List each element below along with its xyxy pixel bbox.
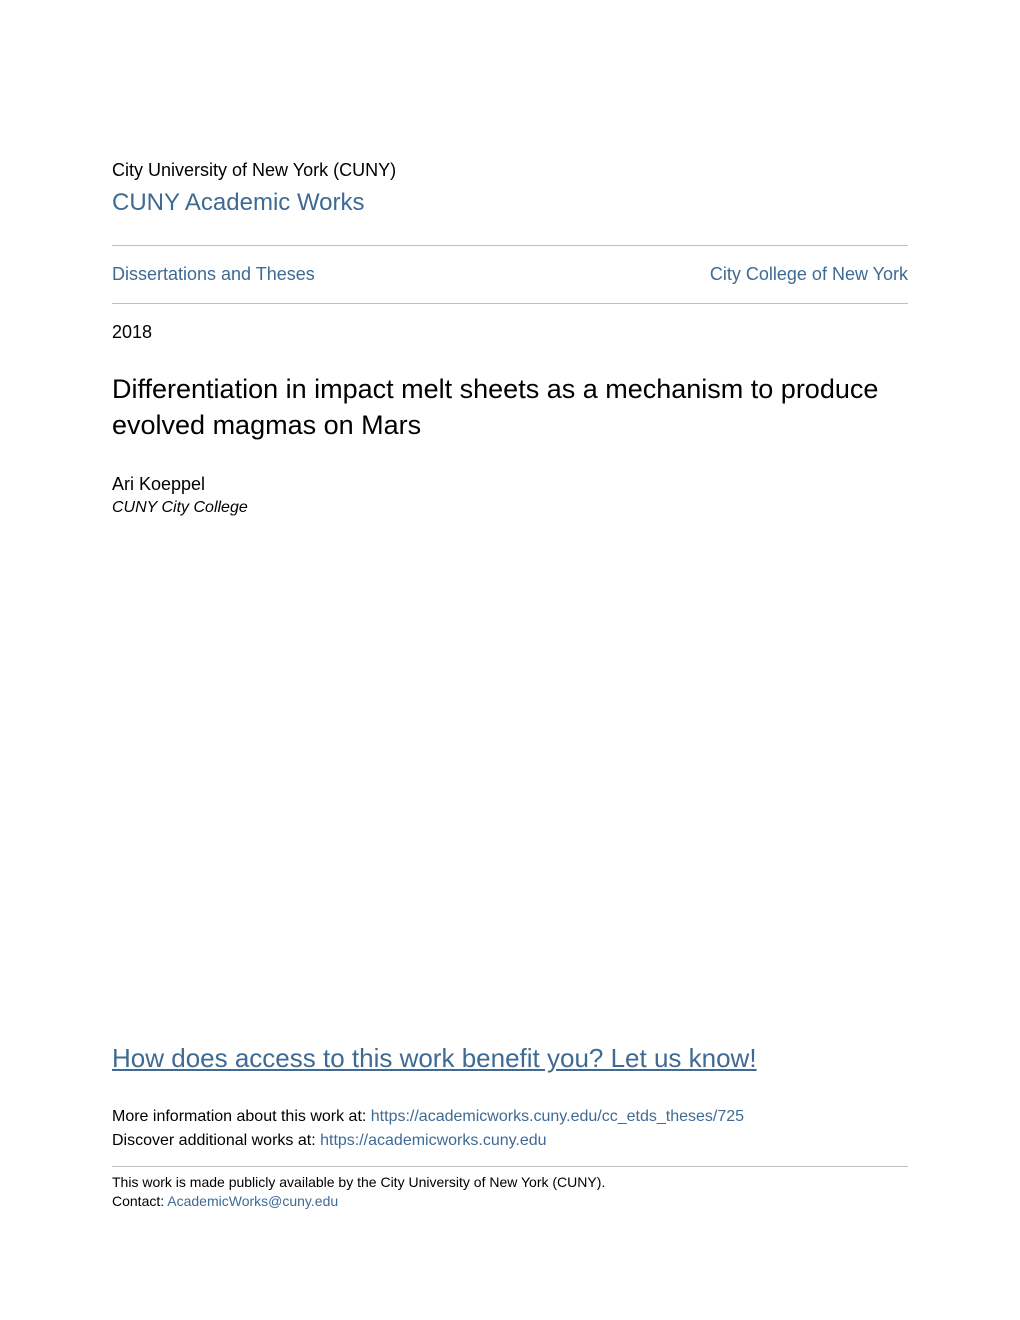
discover-prefix: Discover additional works at: xyxy=(112,1132,320,1149)
footer-divider xyxy=(112,1166,908,1167)
paper-title: Differentiation in impact melt sheets as… xyxy=(112,371,908,444)
contact-prefix: Contact: xyxy=(112,1193,167,1209)
discover-url[interactable]: https://academicworks.cuny.edu xyxy=(320,1132,546,1149)
cover-page: City University of New York (CUNY) CUNY … xyxy=(0,0,1020,517)
nav-row: Dissertations and Theses City College of… xyxy=(112,246,908,303)
contact-email[interactable]: AcademicWorks@cuny.edu xyxy=(167,1193,338,1209)
availability-text: This work is made publicly available by … xyxy=(112,1173,908,1193)
footer-text: This work is made publicly available by … xyxy=(112,1173,908,1212)
author-name: Ari Koeppel xyxy=(112,474,908,495)
feedback-link[interactable]: How does access to this work benefit you… xyxy=(112,1043,908,1074)
more-info-url[interactable]: https://academicworks.cuny.edu/cc_etds_t… xyxy=(371,1108,744,1125)
contact-line: Contact: AcademicWorks@cuny.edu xyxy=(112,1192,908,1212)
institution-name: City University of New York (CUNY) xyxy=(112,160,908,181)
more-info-line: More information about this work at: htt… xyxy=(112,1108,908,1126)
collection-link[interactable]: Dissertations and Theses xyxy=(112,264,315,285)
repository-link[interactable]: CUNY Academic Works xyxy=(112,189,908,217)
author-affiliation: CUNY City College xyxy=(112,499,908,517)
bottom-section: How does access to this work benefit you… xyxy=(112,1043,908,1212)
school-link[interactable]: City College of New York xyxy=(710,264,908,285)
publication-year: 2018 xyxy=(112,304,908,371)
more-info-prefix: More information about this work at: xyxy=(112,1108,371,1125)
discover-line: Discover additional works at: https://ac… xyxy=(112,1132,908,1150)
